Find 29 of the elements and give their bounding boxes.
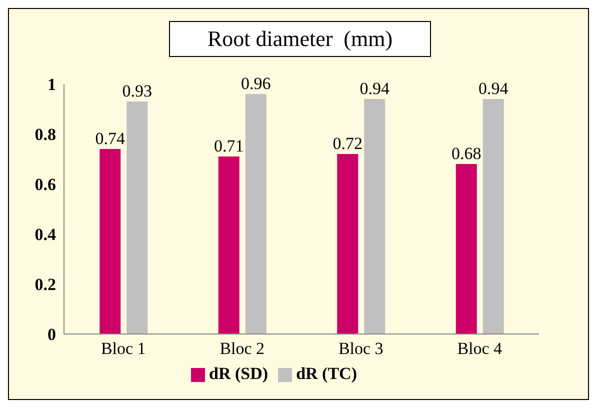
data-label: 0.94 xyxy=(478,79,509,98)
y-tick-label: 1 xyxy=(48,75,56,94)
bar xyxy=(218,156,240,334)
bar xyxy=(245,94,266,334)
y-tick-label: 0.4 xyxy=(34,225,56,244)
bar xyxy=(364,99,386,334)
bar xyxy=(482,99,504,334)
bar xyxy=(126,102,148,334)
y-tick-label: 0.2 xyxy=(34,275,56,294)
x-tick-label: Bloc 2 xyxy=(220,339,265,358)
data-label: 0.96 xyxy=(241,74,271,93)
y-tick-label: 0.6 xyxy=(34,175,56,194)
legend-label: dR (TC) xyxy=(296,364,357,383)
x-tick-label: Bloc 4 xyxy=(457,339,503,358)
bar xyxy=(100,149,121,334)
data-label: 0.68 xyxy=(452,144,482,163)
bar xyxy=(456,164,477,334)
data-label: 0.94 xyxy=(360,79,390,98)
x-tick-label: Bloc 1 xyxy=(100,339,146,358)
data-label: 0.72 xyxy=(332,134,362,153)
x-tick-label: Bloc 3 xyxy=(338,339,384,358)
data-label: 0.74 xyxy=(95,129,126,148)
data-label: 0.93 xyxy=(122,82,152,100)
bar xyxy=(337,154,358,334)
legend-label: dR (SD) xyxy=(209,364,268,383)
chart-title: Root diameter (mm) xyxy=(169,21,431,57)
y-tick-label: 0 xyxy=(48,325,56,344)
y-tick-label: 0.8 xyxy=(34,125,56,144)
data-label: 0.71 xyxy=(214,136,244,156)
